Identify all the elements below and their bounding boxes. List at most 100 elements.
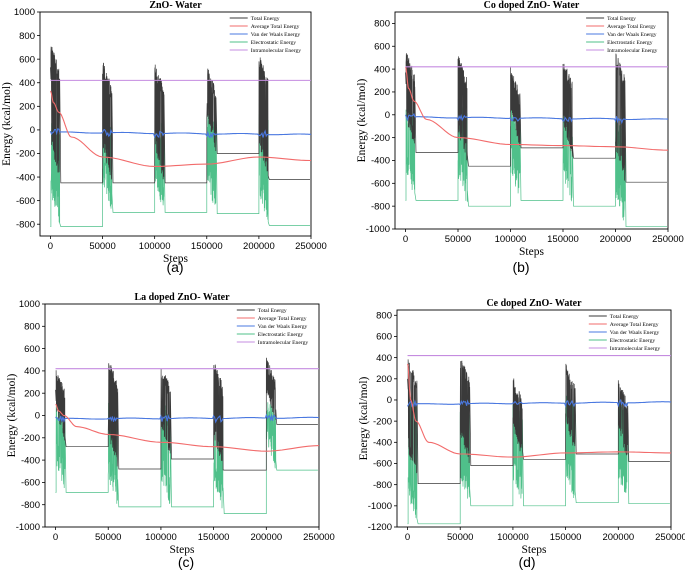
y-tick-label: 200 (19, 102, 35, 113)
legend-label: Total Energy (607, 16, 636, 22)
x-tick-label: 50000 (447, 532, 473, 543)
y-tick-label: -600 (16, 196, 35, 207)
chart-title: La doped ZnO- Water (134, 292, 230, 303)
y-tick-label: -200 (16, 149, 35, 160)
x-tick-label: 200000 (243, 241, 275, 252)
y-tick-label: 400 (19, 78, 35, 89)
legend-label: Average Total Energy (251, 24, 300, 30)
series-electrostatic-energy (50, 111, 310, 227)
series-average-total-energy (406, 363, 671, 458)
x-tick-label: 0 (405, 532, 410, 543)
legend-label: Electrostatic Energy (258, 332, 304, 338)
x-tick-label: 250000 (303, 532, 335, 543)
chart-title: ZnO- Water (149, 0, 202, 11)
x-tick-label: 100000 (145, 532, 177, 543)
y-tick-label: 800 (374, 19, 390, 30)
y-tick-label: 1000 (14, 7, 35, 18)
series-van-der-waals-energy (55, 413, 319, 424)
y-tick-label: -800 (373, 480, 392, 491)
x-tick-label: 150000 (191, 241, 223, 252)
chart-panel-1: ZnO- Water -800 -600 -400 -200 0 200 400 600 800 1… (1, 0, 327, 265)
series-van-der-waals-energy (404, 112, 668, 125)
x-tick-label: 100000 (497, 532, 529, 543)
y-tick-label: -1000 (366, 224, 390, 235)
plot-area (406, 354, 671, 525)
x-tick-label: 0 (53, 532, 58, 543)
series-electrostatic-energy (405, 99, 667, 228)
chart-title: Ce doped ZnO- Water (486, 298, 582, 309)
x-tick-label: 150000 (547, 234, 579, 245)
y-tick-label: 400 (374, 64, 390, 75)
series-total-energy (405, 53, 667, 183)
panel-label: (b) (512, 259, 529, 275)
x-tick-label: 100000 (139, 241, 171, 252)
plot-frame (396, 309, 672, 528)
y-axis-label: Energy (kcal/mol) (358, 376, 370, 460)
legend-label: Intramolecular Energy (258, 340, 309, 346)
plot-area (404, 53, 668, 228)
plot-area (49, 46, 311, 227)
x-axis-label: Steps (522, 544, 547, 556)
legend-label: Intramolecular Energy (610, 346, 661, 352)
x-tick-label: 0 (403, 234, 408, 245)
x-tick-label: 100000 (495, 234, 527, 245)
y-tick-label: 0 (387, 395, 392, 406)
chart-panel-3: La doped ZnO- Water -1000 -800 -600 -400 -200… (6, 292, 335, 556)
y-tick-label: -400 (371, 156, 390, 167)
y-tick-label: 600 (376, 332, 392, 343)
x-tick-label: 50000 (445, 234, 471, 245)
legend-label: Van der Waals Energy (251, 32, 301, 38)
chart-title: Co doped ZnO- Water (484, 0, 580, 11)
y-axis-label: Energy (kcal/mol) (6, 373, 18, 457)
y-tick-label: -1200 (368, 522, 392, 533)
y-tick-label: 600 (24, 344, 40, 355)
legend: Total Energy Average Total Energy Van der … (586, 16, 658, 54)
panel-label: (a) (166, 259, 183, 275)
legend-label: Average Total Energy (607, 24, 656, 30)
legend-label: Intramolecular Energy (607, 48, 658, 54)
series-van-der-waals-energy (407, 399, 671, 408)
y-tick-label: 0 (35, 411, 40, 422)
y-tick-label: 1000 (19, 299, 40, 310)
x-tick-label: 200000 (600, 234, 632, 245)
y-tick-label: 800 (19, 31, 35, 42)
panel-label: (d) (518, 554, 535, 570)
y-tick-label: -200 (371, 133, 390, 144)
legend-label: Electrostatic Energy (251, 40, 297, 46)
x-tick-label: 250000 (655, 532, 685, 543)
y-axis-label: Energy (kcal/mol) (1, 82, 13, 166)
y-tick-label: -400 (373, 438, 392, 449)
x-axis-label: Steps (519, 246, 544, 258)
y-tick-label: 400 (24, 366, 40, 377)
y-tick-label: -200 (373, 416, 392, 427)
y-tick-label: -600 (21, 478, 40, 489)
legend-label: Intramolecular Energy (251, 48, 302, 54)
series-average-total-energy (55, 403, 319, 452)
x-tick-label: 50000 (89, 241, 115, 252)
y-tick-label: 600 (374, 41, 390, 52)
legend-label: Van der Waals Energy (610, 330, 660, 336)
legend-label: Total Energy (610, 314, 639, 320)
y-tick-label: 200 (374, 87, 390, 98)
y-tick-label: 200 (376, 374, 392, 385)
x-tick-label: 50000 (95, 532, 121, 543)
y-tick-label: -800 (21, 500, 40, 511)
y-tick-label: 0 (385, 110, 390, 121)
y-tick-label: -600 (371, 179, 390, 190)
x-axis-label: Steps (163, 253, 188, 265)
series-electrostatic-energy (407, 391, 670, 525)
legend: Total Energy Average Total Energy Van der … (236, 308, 309, 346)
series-average-total-energy (405, 66, 668, 151)
legend-label: Average Total Energy (258, 316, 307, 322)
plot-frame (39, 11, 312, 237)
series-average-total-energy (50, 90, 311, 167)
y-tick-label: 600 (19, 54, 35, 65)
plot-frame (394, 11, 669, 230)
x-tick-label: 250000 (295, 241, 327, 252)
y-tick-label: -400 (16, 172, 35, 183)
legend: Total Energy Average Total Energy Van der … (588, 314, 661, 352)
legend-label: Total Energy (251, 16, 280, 22)
y-tick-label: -800 (16, 219, 35, 230)
x-tick-label: 150000 (198, 532, 230, 543)
